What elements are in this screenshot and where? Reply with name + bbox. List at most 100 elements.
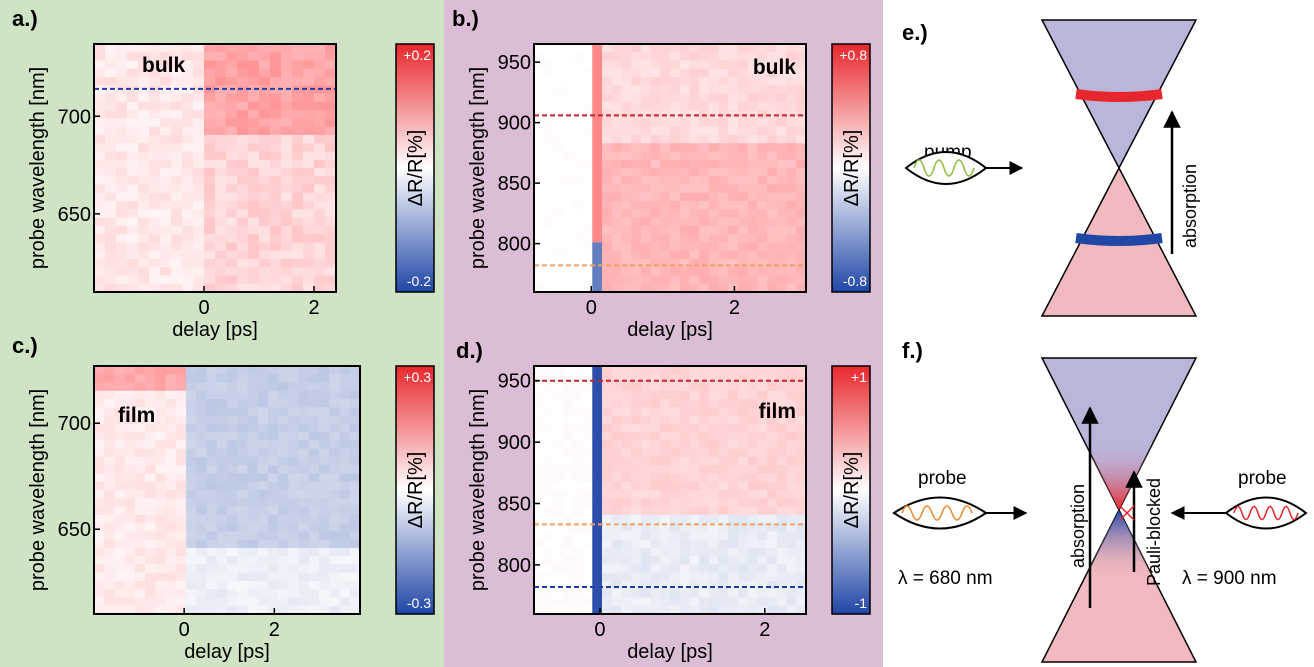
heatmap-cell	[640, 234, 652, 243]
heatmap-cell	[94, 250, 106, 260]
heatmap-cell	[270, 201, 282, 210]
panel-label-f: f.)	[902, 338, 923, 363]
heatmap-cell	[314, 110, 326, 119]
heatmap-cell	[757, 209, 768, 219]
heatmap-cell	[534, 151, 545, 161]
heatmap-cell	[708, 556, 720, 565]
heatmap-cell	[679, 68, 691, 78]
heatmap-cell	[640, 514, 652, 524]
heatmap-cell	[572, 217, 584, 227]
heatmap-cell	[288, 539, 300, 549]
heatmap-cell	[728, 60, 739, 70]
heatmap-cell	[248, 242, 260, 252]
heatmap-cell	[288, 556, 300, 565]
heatmap-cell	[592, 176, 603, 186]
heatmap-cell	[582, 465, 593, 475]
heatmap-cell	[314, 93, 326, 103]
heatmap-cell	[329, 498, 341, 508]
heatmap-cell	[747, 382, 759, 392]
heatmap-cell	[267, 531, 279, 541]
heatmap-cell	[247, 556, 259, 565]
heatmap-cell	[259, 225, 271, 235]
heatmap-cell	[216, 374, 228, 384]
heatmap-cell	[314, 52, 326, 62]
heatmap-cell	[314, 60, 326, 70]
heatmap-cell	[553, 481, 564, 491]
heatmap-cell	[206, 481, 218, 491]
heatmap-cell	[699, 250, 710, 260]
heatmap-cell	[534, 580, 545, 590]
heatmap-cell	[660, 275, 671, 285]
heatmap-cell	[796, 556, 807, 565]
heatmap-cell	[582, 597, 593, 607]
heatmap-cell	[237, 514, 249, 524]
heatmap-cell	[182, 126, 194, 136]
heatmap-cell	[670, 589, 681, 599]
heatmap-cell	[728, 101, 739, 111]
heatmap-cell	[563, 456, 574, 466]
heatmap-cell	[660, 126, 671, 136]
heatmap-cell	[339, 423, 351, 433]
heatmap-cell	[553, 399, 564, 408]
heatmap-cell	[104, 506, 116, 516]
heatmap-cell	[650, 52, 661, 62]
heatmap-cell	[267, 440, 279, 450]
heatmap-cell	[621, 382, 632, 392]
heatmap-cell	[175, 572, 187, 582]
heatmap-cell	[114, 366, 126, 375]
heatmap-cell	[747, 498, 759, 508]
heatmap-cell	[349, 440, 361, 450]
heatmap-cell	[165, 539, 177, 549]
heatmap-cell	[650, 465, 661, 475]
heatmap-cell	[182, 110, 194, 119]
heatmap-cell	[670, 547, 681, 557]
heatmap-cell	[534, 556, 545, 565]
heatmap-cell	[543, 143, 555, 153]
heatmap-cell	[314, 209, 326, 219]
heatmap-cell	[278, 556, 289, 565]
heatmap-cell	[728, 242, 739, 252]
heatmap-cell	[206, 531, 218, 541]
heatmap-cell	[631, 456, 642, 466]
heatmap-cell	[572, 68, 584, 78]
heatmap-cell	[572, 283, 584, 293]
heatmap-cell	[689, 192, 700, 202]
heatmap-cell	[776, 572, 788, 582]
heatmap-cell	[329, 580, 341, 590]
heatmap-cell	[127, 192, 139, 202]
heatmap-cell	[679, 176, 691, 186]
heatmap-cell	[670, 498, 681, 508]
heatmap-cell	[631, 523, 642, 532]
heatmap-cell	[165, 382, 177, 392]
heatmap-cell	[757, 407, 768, 417]
heatmap-cell	[114, 589, 126, 599]
heatmap-cell	[329, 382, 341, 392]
heatmap-cell	[796, 225, 807, 235]
heatmap-cell	[259, 168, 271, 177]
heatmap-cell	[786, 490, 797, 499]
heatmap-cell	[145, 605, 156, 615]
heatmap-cell	[640, 267, 652, 277]
heatmap-cell	[237, 44, 249, 53]
heatmap-cell	[592, 118, 603, 128]
heatmap-cell	[553, 473, 564, 483]
heatmap-cell	[237, 374, 249, 384]
heatmap-cell	[699, 118, 710, 128]
diagram-f: absorption Pauli-blocked probe λ = 680 n…	[892, 357, 1308, 663]
heatmap-cell	[776, 176, 788, 186]
heatmap-cell	[689, 176, 700, 186]
y-tick-label: 900	[498, 113, 531, 135]
heatmap-cell	[689, 234, 700, 243]
heatmap-cell	[278, 440, 289, 450]
heatmap-cell	[640, 564, 652, 574]
heatmap-cell	[553, 143, 564, 153]
heatmap-cell	[138, 159, 150, 169]
heatmap-cell	[708, 407, 720, 417]
heatmap-cell	[757, 52, 768, 62]
heatmap-cell	[776, 440, 788, 450]
heatmap-cell	[278, 415, 289, 425]
heatmap-cell	[689, 44, 700, 53]
heatmap-cell	[563, 580, 574, 590]
heatmap-cell	[621, 126, 632, 136]
heatmap-cell	[582, 407, 593, 417]
